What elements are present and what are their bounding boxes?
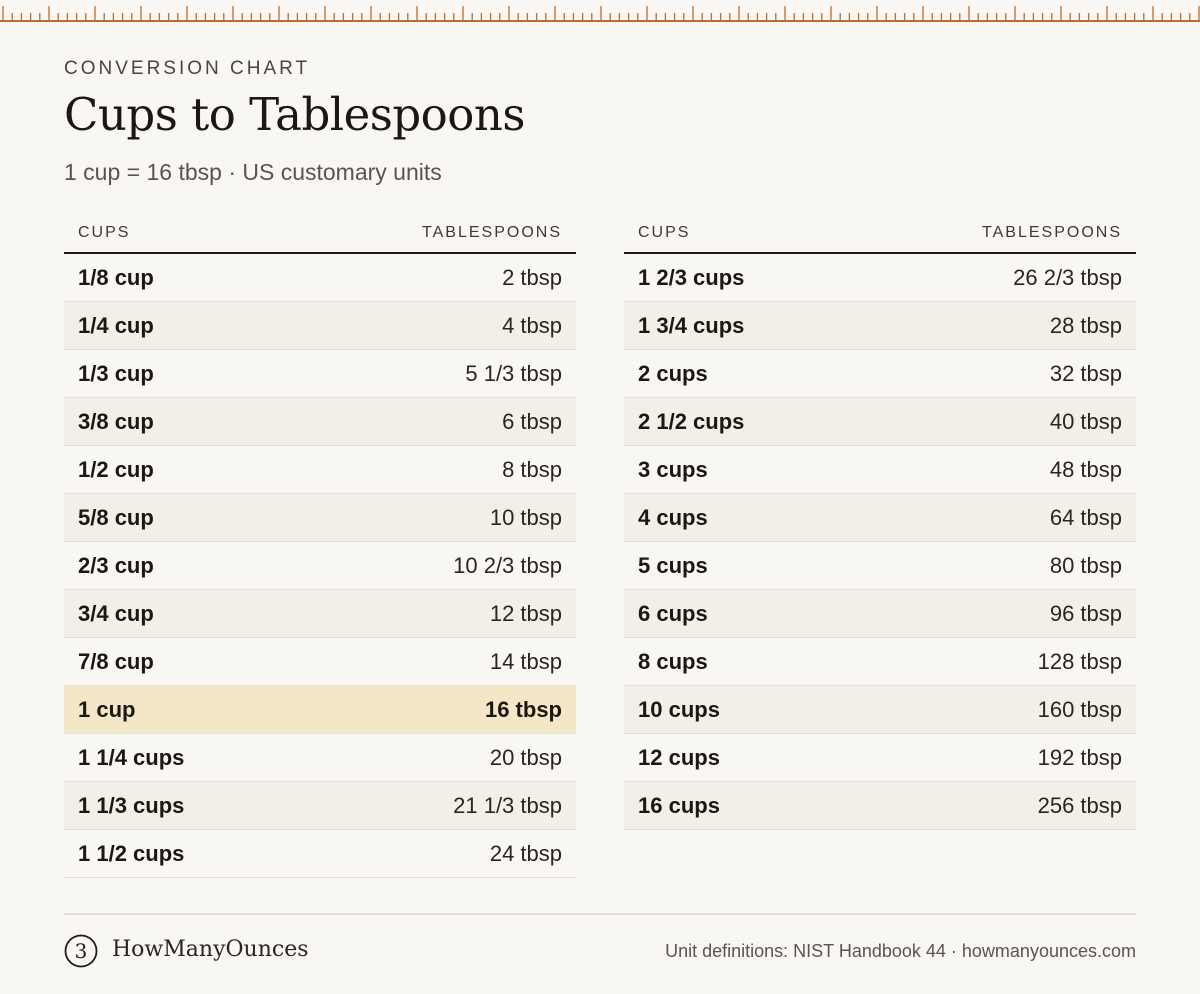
ruler-ticks xyxy=(0,6,1200,22)
column-header-cups: CUPS xyxy=(624,214,880,254)
cups-cell: 16 cups xyxy=(624,781,880,830)
table-row: 5 cups 80 tbsp xyxy=(624,541,1136,590)
table-row: 1 3/4 cups 28 tbsp xyxy=(624,301,1136,350)
numeral-3-circle-icon: 3 xyxy=(64,934,98,968)
table-row: 3/8 cup 6 tbsp xyxy=(64,397,576,446)
source-note: Unit definitions: NIST Handbook 44 · how… xyxy=(665,941,1136,961)
tablespoons-cell: 32 tbsp xyxy=(880,349,1136,398)
table-row: 10 cups 160 tbsp xyxy=(624,685,1136,734)
table-row: 4 cups 64 tbsp xyxy=(624,493,1136,542)
conversion-table-right: CUPS TABLESPOONS 1 2/3 cups 26 2/3 tbsp 1 … xyxy=(624,214,1136,830)
table-row: 7/8 cup 14 tbsp xyxy=(64,637,576,686)
cups-cell: 1 cup xyxy=(64,685,320,734)
cups-cell: 12 cups xyxy=(624,733,880,782)
column-header-tablespoons: TABLESPOONS xyxy=(320,214,576,254)
tablespoons-cell: 5 1/3 tbsp xyxy=(320,349,576,398)
cups-cell: 1 3/4 cups xyxy=(624,301,880,350)
logo-glyph: 3 xyxy=(75,939,88,963)
tablespoons-cell: 10 2/3 tbsp xyxy=(320,541,576,590)
tablespoons-cell: 8 tbsp xyxy=(320,445,576,494)
cups-cell: 3 cups xyxy=(624,445,880,494)
cups-cell: 8 cups xyxy=(624,637,880,686)
tablespoons-cell: 16 tbsp xyxy=(320,685,576,734)
table-row: 1/3 cup 5 1/3 tbsp xyxy=(64,349,576,398)
cups-cell: 4 cups xyxy=(624,493,880,542)
table-row: 8 cups 128 tbsp xyxy=(624,637,1136,686)
tablespoons-cell: 28 tbsp xyxy=(880,301,1136,350)
tablespoons-cell: 40 tbsp xyxy=(880,397,1136,446)
table-row: 16 cups 256 tbsp xyxy=(624,781,1136,830)
table-row: 1 1/4 cups 20 tbsp xyxy=(64,733,576,782)
table-row: 1 1/3 cups 21 1/3 tbsp xyxy=(64,781,576,830)
page-title: Cups to Tablespoons xyxy=(64,88,525,141)
cups-cell: 2 cups xyxy=(624,349,880,398)
table-row: 1 2/3 cups 26 2/3 tbsp xyxy=(624,253,1136,302)
tablespoons-cell: 2 tbsp xyxy=(320,253,576,302)
table-row: 1/2 cup 8 tbsp xyxy=(64,445,576,494)
cups-cell: 1/2 cup xyxy=(64,445,320,494)
cups-cell: 1 2/3 cups xyxy=(624,253,880,302)
table-row: 2 cups 32 tbsp xyxy=(624,349,1136,398)
table-row: 5/8 cup 10 tbsp xyxy=(64,493,576,542)
cups-cell: 2/3 cup xyxy=(64,541,320,590)
tablespoons-cell: 48 tbsp xyxy=(880,445,1136,494)
cups-cell: 5 cups xyxy=(624,541,880,590)
tablespoons-cell: 26 2/3 tbsp xyxy=(880,253,1136,302)
tablespoons-cell: 256 tbsp xyxy=(880,781,1136,830)
tablespoons-cell: 14 tbsp xyxy=(320,637,576,686)
tablespoons-cell: 4 tbsp xyxy=(320,301,576,350)
tablespoons-cell: 6 tbsp xyxy=(320,397,576,446)
cups-cell: 3/8 cup xyxy=(64,397,320,446)
table-row: 2 1/2 cups 40 tbsp xyxy=(624,397,1136,446)
tablespoons-cell: 10 tbsp xyxy=(320,493,576,542)
cups-cell: 10 cups xyxy=(624,685,880,734)
tablespoons-cell: 192 tbsp xyxy=(880,733,1136,782)
tablespoons-cell: 80 tbsp xyxy=(880,541,1136,590)
cups-cell: 6 cups xyxy=(624,589,880,638)
tablespoons-cell: 12 tbsp xyxy=(320,589,576,638)
table-row: 6 cups 96 tbsp xyxy=(624,589,1136,638)
table-row: 3 cups 48 tbsp xyxy=(624,445,1136,494)
table-row: 2/3 cup 10 2/3 tbsp xyxy=(64,541,576,590)
table-row: 1 1/2 cups 24 tbsp xyxy=(64,829,576,878)
cups-cell: 5/8 cup xyxy=(64,493,320,542)
cups-cell: 1 1/4 cups xyxy=(64,733,320,782)
eyebrow-label: CONVERSION CHART xyxy=(64,58,311,79)
tablespoons-cell: 96 tbsp xyxy=(880,589,1136,638)
table-row: 1/4 cup 4 tbsp xyxy=(64,301,576,350)
cups-cell: 3/4 cup xyxy=(64,589,320,638)
brand-name: HowManyOunces xyxy=(112,937,309,962)
cups-cell: 7/8 cup xyxy=(64,637,320,686)
conversion-table-left: CUPS TABLESPOONS 1/8 cup 2 tbsp 1/4 cup 4 t… xyxy=(64,214,576,878)
table-header-row: CUPS TABLESPOONS xyxy=(624,214,1136,254)
table-row: 1/8 cup 2 tbsp xyxy=(64,253,576,302)
page-subtitle: 1 cup = 16 tbsp · US customary units xyxy=(64,159,442,185)
table-header-row: CUPS TABLESPOONS xyxy=(64,214,576,254)
cups-cell: 1 1/2 cups xyxy=(64,829,320,878)
ruler-border xyxy=(0,0,1200,22)
column-header-tablespoons: TABLESPOONS xyxy=(880,214,1136,254)
tablespoons-cell: 21 1/3 tbsp xyxy=(320,781,576,830)
tablespoons-cell: 160 tbsp xyxy=(880,685,1136,734)
column-header-cups: CUPS xyxy=(64,214,320,254)
cups-cell: 2 1/2 cups xyxy=(624,397,880,446)
cups-cell: 1/4 cup xyxy=(64,301,320,350)
footer-divider xyxy=(64,913,1136,915)
cups-cell: 1/8 cup xyxy=(64,253,320,302)
tablespoons-cell: 20 tbsp xyxy=(320,733,576,782)
tablespoons-cell: 128 tbsp xyxy=(880,637,1136,686)
table-row: 3/4 cup 12 tbsp xyxy=(64,589,576,638)
tablespoons-cell: 24 tbsp xyxy=(320,829,576,878)
cups-cell: 1 1/3 cups xyxy=(64,781,320,830)
cups-cell: 1/3 cup xyxy=(64,349,320,398)
table-row: 12 cups 192 tbsp xyxy=(624,733,1136,782)
table-row: 1 cup 16 tbsp xyxy=(64,685,576,734)
tablespoons-cell: 64 tbsp xyxy=(880,493,1136,542)
